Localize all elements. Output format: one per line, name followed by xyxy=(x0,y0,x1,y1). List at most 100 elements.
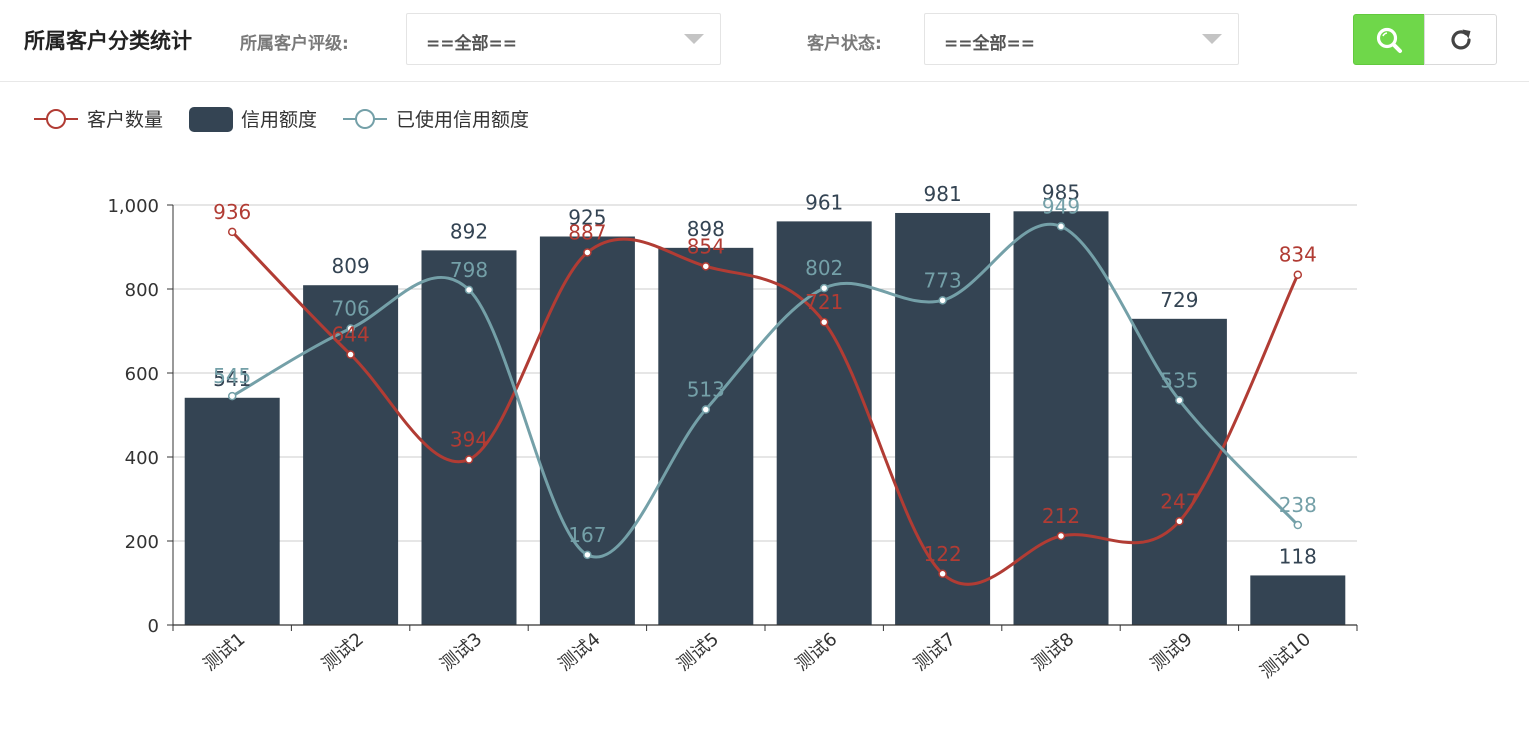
legend-item-used-credit[interactable]: 已使用信用额度 xyxy=(343,109,529,131)
line-value-label: 535 xyxy=(1160,368,1198,392)
line-point xyxy=(1056,222,1066,231)
line-point xyxy=(227,227,237,237)
y-tick-label: 200 xyxy=(125,532,159,553)
bar-value-label: 981 xyxy=(924,182,962,206)
legend-item-customer-count[interactable]: 客户数量 xyxy=(34,109,163,131)
x-tick-label: 测试3 xyxy=(436,629,486,676)
rating-label: 所属客户评级: xyxy=(240,34,349,54)
search-icon xyxy=(1376,27,1402,53)
line-value-label: 545 xyxy=(213,364,251,388)
line-point xyxy=(346,350,355,359)
line-point xyxy=(819,317,829,327)
x-tick-label: 测试1 xyxy=(200,629,250,676)
bar xyxy=(184,397,280,625)
line-value-label: 798 xyxy=(450,258,488,282)
line-point xyxy=(819,283,829,293)
line-value-label: 773 xyxy=(924,268,962,292)
line-point xyxy=(583,248,592,257)
line-value-label: 212 xyxy=(1042,504,1080,528)
refresh-button[interactable] xyxy=(1424,14,1497,65)
chevron-down-icon xyxy=(684,34,704,44)
y-tick-label: 1,000 xyxy=(107,196,159,217)
line-value-label: 949 xyxy=(1042,194,1080,218)
line-series xyxy=(227,222,1303,586)
y-tick-label: 400 xyxy=(125,448,159,469)
line-value-label: 513 xyxy=(687,378,725,402)
line-point xyxy=(583,550,592,560)
line-point xyxy=(464,285,474,295)
line-point xyxy=(1056,531,1066,541)
line-point xyxy=(1293,270,1303,279)
x-tick-label: 测试9 xyxy=(1147,629,1197,676)
line-point xyxy=(1293,520,1303,530)
line-point xyxy=(938,296,947,305)
chevron-down-icon xyxy=(1202,34,1222,44)
refresh-icon xyxy=(1450,29,1471,49)
bar-value-label: 892 xyxy=(450,219,488,243)
line-series-path xyxy=(231,222,1299,559)
bar xyxy=(1013,211,1109,626)
bar-value-label: 961 xyxy=(805,190,843,214)
bar-value-label: 541 xyxy=(213,367,251,391)
search-button[interactable] xyxy=(1353,14,1425,65)
line-value-label: 644 xyxy=(332,323,370,347)
rating-select[interactable]: ==全部== xyxy=(406,13,721,65)
bar-series xyxy=(184,211,1346,626)
line-value-label: 238 xyxy=(1279,493,1317,517)
x-tick-label: 测试10 xyxy=(1256,629,1315,683)
bar xyxy=(776,221,872,625)
x-tick-label: 测试6 xyxy=(792,629,842,676)
line-value-label: 706 xyxy=(332,296,370,320)
line-value-label: 721 xyxy=(805,290,843,314)
legend-label: 信用额度 xyxy=(241,109,317,131)
line-point xyxy=(1175,517,1184,526)
page-title: 所属客户分类统计 xyxy=(24,29,192,53)
line-point xyxy=(227,391,237,401)
x-tick-label: 测试5 xyxy=(673,629,723,676)
x-tick-label: 测试4 xyxy=(555,629,605,676)
bar-value-label: 809 xyxy=(332,254,370,278)
x-tick-label: 测试7 xyxy=(910,629,960,676)
y-tick-label: 800 xyxy=(125,280,159,301)
line-value-label: 854 xyxy=(687,234,725,258)
bar-value-label: 925 xyxy=(568,206,606,230)
bar-value-label: 729 xyxy=(1160,288,1198,312)
line-value-label: 167 xyxy=(568,523,606,547)
status-select-value: ==全部== xyxy=(944,34,1035,54)
data-labels: 541 809 892 925 898 961 981 985 729 118 936 644 394 8… xyxy=(213,180,1317,568)
y-tick-label: 600 xyxy=(125,364,159,385)
bar-value-label: 985 xyxy=(1042,180,1080,204)
legend-item-credit-limit[interactable]: 信用额度 xyxy=(189,107,317,132)
bar xyxy=(658,247,754,625)
line-value-label: 936 xyxy=(213,200,251,224)
bar xyxy=(1131,318,1227,625)
y-tick-label: 0 xyxy=(148,616,159,637)
filter-toolbar: 所属客户分类统计 所属客户评级: ==全部== 客户状态: ==全部== xyxy=(0,0,1529,82)
line-point xyxy=(701,262,711,271)
line-series-path xyxy=(231,230,1300,586)
bar-value-label: 898 xyxy=(687,217,725,241)
legend-label: 已使用信用额度 xyxy=(396,109,529,131)
x-tick-label: 测试2 xyxy=(318,629,368,676)
bar xyxy=(421,250,517,626)
line-value-label: 802 xyxy=(805,256,843,280)
bar xyxy=(303,285,399,625)
legend-label: 客户数量 xyxy=(87,109,163,131)
line-point xyxy=(701,405,711,414)
y-axis: 0 200 400 600 800 1,000 xyxy=(107,196,174,637)
line-point xyxy=(938,569,947,579)
bar-value-label: 118 xyxy=(1279,544,1317,568)
line-value-label: 887 xyxy=(568,220,606,244)
line-value-label: 122 xyxy=(924,542,962,566)
line-point xyxy=(346,324,355,333)
status-select[interactable]: ==全部== xyxy=(924,13,1239,65)
bar xyxy=(539,236,635,625)
line-point xyxy=(1175,396,1184,405)
bar xyxy=(1250,575,1346,625)
rating-select-value: ==全部== xyxy=(426,34,517,54)
x-tick-label: 测试8 xyxy=(1028,629,1078,676)
line-value-label: 247 xyxy=(1160,489,1198,513)
chart-area: 客户数量 信用额度 已使用信用额度 0 200 400 600 800 1,000 测试1… xyxy=(34,107,1358,683)
line-point xyxy=(464,455,474,464)
line-value-label: 394 xyxy=(450,428,488,452)
